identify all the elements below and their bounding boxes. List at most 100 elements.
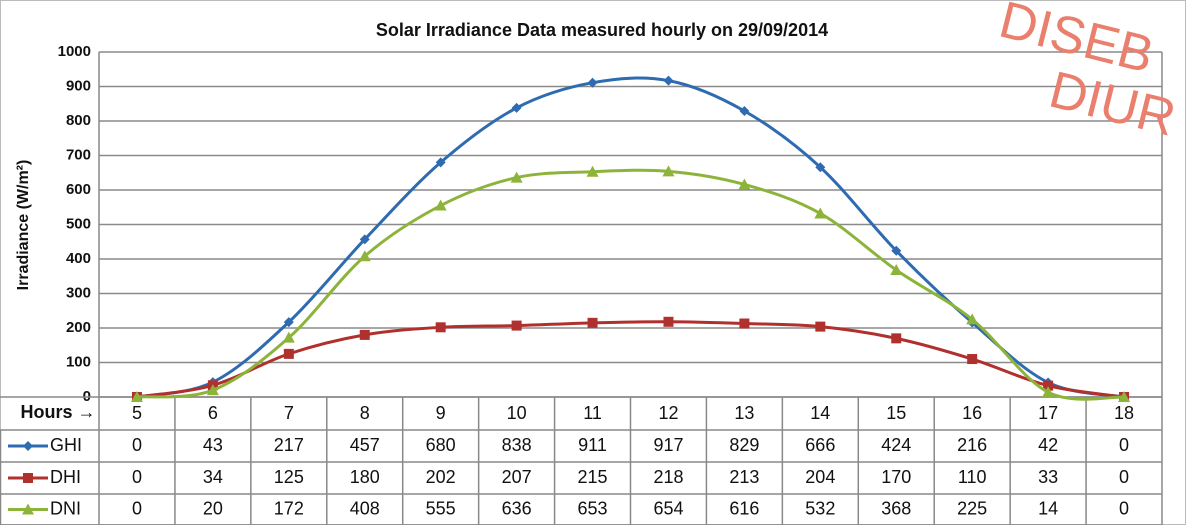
point-marker xyxy=(815,321,826,332)
y-axis-label: Irradiance (W/m²) xyxy=(15,160,32,291)
table-value: 368 xyxy=(881,498,911,518)
point-marker xyxy=(435,322,446,333)
series-line xyxy=(136,168,1125,401)
x-axis-label: Hours → xyxy=(20,402,95,422)
table-value: 829 xyxy=(729,435,759,455)
point-marker xyxy=(663,75,674,86)
table-value: 42 xyxy=(1038,435,1058,455)
point-marker xyxy=(1043,380,1054,391)
x-tick-label: 17 xyxy=(1038,403,1058,423)
x-tick-label: 11 xyxy=(583,403,602,423)
table-value: 0 xyxy=(132,498,142,518)
table-value: 636 xyxy=(502,498,532,518)
table-value: 457 xyxy=(350,435,380,455)
point-marker xyxy=(511,320,522,331)
table-value: 911 xyxy=(578,435,607,455)
table-value: 616 xyxy=(729,498,759,518)
y-tick-label: 300 xyxy=(66,284,91,301)
point-marker xyxy=(1042,386,1055,398)
table-value: 216 xyxy=(957,435,987,455)
x-tick-label: 14 xyxy=(810,403,830,423)
point-marker xyxy=(738,178,751,190)
table-value: 654 xyxy=(653,498,683,518)
x-tick-label: 13 xyxy=(734,403,754,423)
table-value: 125 xyxy=(274,467,304,487)
table-value: 555 xyxy=(426,498,456,518)
table-value: 180 xyxy=(350,467,380,487)
table-value: 0 xyxy=(1119,498,1129,518)
point-marker xyxy=(890,264,903,276)
table-value: 0 xyxy=(132,435,142,455)
point-marker xyxy=(814,207,827,219)
y-tick-label: 100 xyxy=(66,353,91,370)
x-tick-label: 6 xyxy=(208,403,218,423)
point-marker xyxy=(739,105,750,116)
table-value: 172 xyxy=(274,498,304,518)
table-value: 207 xyxy=(502,467,532,487)
y-tick-label: 500 xyxy=(66,215,91,232)
x-tick-label: 9 xyxy=(436,403,446,423)
point-marker xyxy=(587,317,598,328)
y-tick-label: 200 xyxy=(66,319,91,336)
legend-label: GHI xyxy=(50,435,82,455)
y-tick-label: 700 xyxy=(66,146,91,163)
x-tick-label: 7 xyxy=(284,403,294,423)
point-marker xyxy=(586,165,599,177)
point-marker xyxy=(663,316,674,327)
y-tick-label: 1000 xyxy=(58,43,91,60)
table-value: 218 xyxy=(653,467,683,487)
table-value: 213 xyxy=(729,467,759,487)
point-marker xyxy=(283,348,294,359)
table-value: 0 xyxy=(132,467,142,487)
x-tick-label: 12 xyxy=(658,403,678,423)
table-value: 204 xyxy=(805,467,835,487)
point-marker xyxy=(283,317,294,328)
table-value: 0 xyxy=(1119,435,1129,455)
point-marker xyxy=(358,250,371,262)
table-value: 653 xyxy=(578,498,608,518)
point-marker xyxy=(282,331,295,343)
y-tick-label: 800 xyxy=(66,112,91,129)
table-value: 34 xyxy=(203,467,223,487)
point-marker xyxy=(359,234,370,245)
point-marker xyxy=(206,384,219,396)
point-marker xyxy=(511,102,522,113)
legend-label: DHI xyxy=(50,467,81,487)
legend-marker xyxy=(22,503,34,515)
legend-marker xyxy=(23,441,33,451)
point-marker xyxy=(130,391,143,402)
chart-title: Solar Irradiance Data measured hourly on… xyxy=(376,20,828,40)
table-value: 170 xyxy=(881,467,911,487)
table-value: 20 xyxy=(203,498,223,518)
legend-label: DNI xyxy=(50,498,81,518)
x-tick-label: 10 xyxy=(507,403,527,423)
table-value: 838 xyxy=(502,435,532,455)
table-value: 666 xyxy=(805,435,835,455)
x-tick-label: 18 xyxy=(1114,403,1134,423)
point-marker xyxy=(967,354,978,365)
table-value: 917 xyxy=(653,435,683,455)
point-marker xyxy=(891,245,902,256)
table-value: 33 xyxy=(1038,467,1058,487)
point-marker xyxy=(966,313,979,325)
y-tick-label: 600 xyxy=(66,181,91,198)
x-tick-label: 8 xyxy=(360,403,370,423)
point-marker xyxy=(510,171,523,183)
legend-marker xyxy=(23,473,33,483)
table-value: 0 xyxy=(1119,467,1129,487)
point-marker xyxy=(891,333,902,344)
table-value: 408 xyxy=(350,498,380,518)
table-value: 215 xyxy=(578,467,608,487)
table-value: 225 xyxy=(957,498,987,518)
table-value: 110 xyxy=(958,467,987,487)
x-tick-label: 16 xyxy=(962,403,982,423)
point-marker xyxy=(662,165,675,177)
point-marker xyxy=(435,157,446,168)
x-tick-label: 15 xyxy=(886,403,906,423)
table-value: 424 xyxy=(881,435,911,455)
table-value: 532 xyxy=(805,498,835,518)
x-tick-label: 5 xyxy=(132,403,142,423)
point-marker xyxy=(815,162,826,173)
